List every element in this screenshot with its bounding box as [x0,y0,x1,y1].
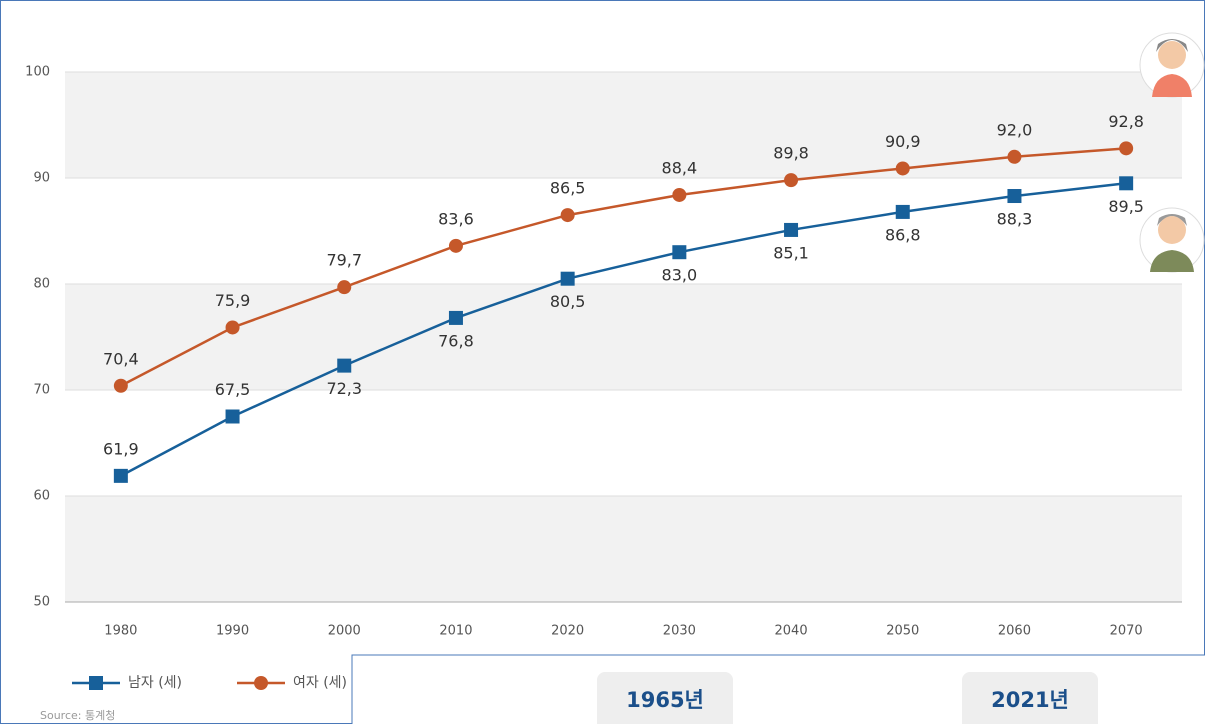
line [120,182,1127,477]
avatar-female [1139,32,1205,98]
value-label: 80,5 [550,292,586,311]
marker [337,358,352,373]
source: Source: 통계청 [40,709,115,722]
value-label: 90,9 [885,132,921,151]
marker [448,310,463,325]
value-label: 88,4 [662,158,698,177]
marker [672,245,687,260]
band [65,284,1182,390]
marker [672,187,687,202]
legend-label: 여자 (세) [293,675,347,691]
marker [784,173,799,188]
marker [560,271,575,286]
y-tick-label: 90 [33,171,50,186]
button[interactable] [597,672,733,724]
marker [1007,149,1022,164]
x-tick-label: 1980 [104,624,137,639]
x-tick-label: 2030 [663,624,696,639]
y-tick-label: 100 [25,65,50,80]
value-label: 89,5 [1108,197,1144,216]
value-label: 67,5 [215,380,251,399]
avatar-male [1139,207,1205,273]
legend: 남자 (세) 여자 (세) [72,675,347,691]
marker [225,320,240,335]
plot: 50 60 70 80 90 100 1980 1990 2000 2010 2020 2030 204… [25,65,1182,639]
x-tick-label: 2050 [886,624,919,639]
x-tick-label: 2070 [1110,624,1143,639]
x-tick-label: 2020 [551,624,584,639]
y-tick-label: 80 [33,277,50,292]
marker [254,676,268,690]
marker [1007,189,1022,204]
marker [225,409,240,424]
marker [784,222,799,237]
value-label: 89,8 [773,144,809,163]
value-label: 72,3 [326,379,362,398]
band [65,72,1182,178]
value-label: 86,5 [550,179,586,198]
value-label: 92,0 [997,120,1033,139]
value-label: 85,1 [773,243,809,262]
value-label: 83,6 [438,209,474,228]
value-label: 70,4 [103,349,139,368]
x-tick-label: 2010 [439,624,472,639]
legend-label: 남자 (세) [128,675,182,691]
marker [1119,141,1134,156]
panel: 1965년 2021년 [351,654,1205,724]
x-tick-label: 2060 [998,624,1031,639]
value-label: 79,7 [326,251,362,270]
marker [560,208,575,223]
value-label: 86,8 [885,225,921,244]
button-label[interactable]: 1965년 [626,688,704,712]
y-tick-label: 70 [33,383,50,398]
value-label: 83,0 [662,266,698,285]
band [65,496,1182,602]
value-label: 61,9 [103,439,139,458]
marker [113,378,128,393]
x-tick-label: 1990 [216,624,249,639]
value-label: 92,8 [1108,112,1144,131]
y-tick-label: 50 [33,595,50,610]
value-label: 76,8 [438,331,474,350]
marker [337,280,352,295]
button-label[interactable]: 2021년 [991,688,1069,712]
marker [448,238,463,253]
marker [895,161,910,176]
line [120,147,1127,387]
marker [895,204,910,219]
value-label: 88,3 [997,210,1033,229]
marker [89,676,103,690]
marker [113,468,128,483]
x-tick-label: 2000 [328,624,361,639]
value-label: 75,9 [215,291,251,310]
y-tick-label: 60 [33,489,50,504]
x-tick-label: 2040 [775,624,808,639]
button[interactable] [962,672,1098,724]
marker [1119,176,1134,191]
